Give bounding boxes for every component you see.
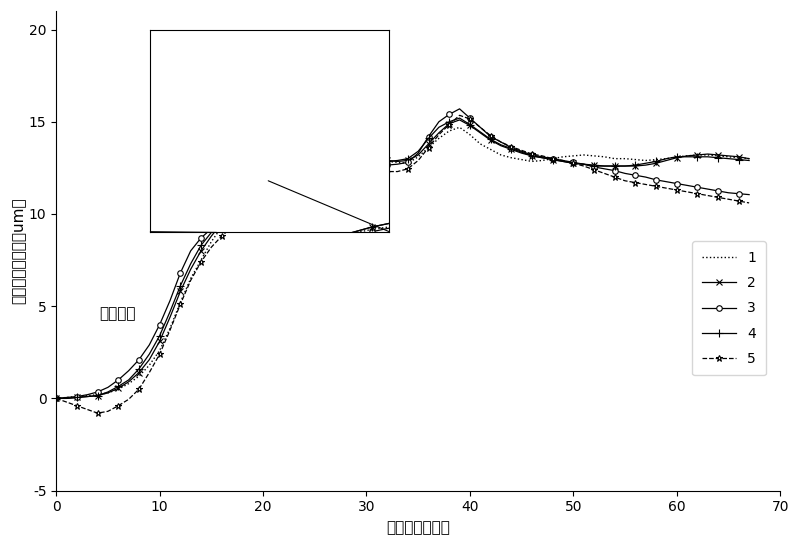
1	[445, 128, 454, 134]
4	[217, 216, 226, 223]
3	[465, 115, 474, 121]
Line: 5: 5	[53, 112, 753, 417]
3	[454, 105, 464, 112]
1	[206, 239, 216, 245]
X-axis label: 测量次数（次）: 测量次数（次）	[386, 520, 450, 535]
2	[206, 233, 216, 239]
1	[51, 395, 61, 402]
4	[682, 153, 692, 160]
5	[93, 410, 102, 417]
4	[206, 229, 216, 236]
5	[703, 192, 713, 199]
5	[51, 395, 61, 402]
5	[620, 177, 630, 184]
Legend: 1, 2, 3, 4, 5: 1, 2, 3, 4, 5	[692, 241, 766, 375]
2	[465, 122, 474, 129]
1	[744, 156, 754, 162]
3	[445, 111, 454, 118]
1	[454, 124, 464, 130]
4	[744, 157, 754, 164]
Line: 4: 4	[52, 114, 754, 402]
2	[51, 395, 61, 402]
4	[51, 395, 61, 402]
1	[682, 153, 692, 159]
2	[454, 117, 464, 123]
2	[744, 156, 754, 162]
5	[569, 160, 578, 167]
2	[217, 220, 226, 227]
Text: 局部放大: 局部放大	[100, 306, 136, 321]
2	[682, 153, 692, 159]
1	[465, 132, 474, 138]
5	[744, 200, 754, 206]
3	[682, 182, 692, 189]
Line: 1: 1	[56, 127, 749, 399]
5	[682, 188, 692, 195]
1	[217, 224, 226, 230]
4	[465, 121, 474, 128]
4	[454, 115, 464, 121]
2	[445, 120, 454, 127]
3	[206, 225, 216, 232]
5	[538, 153, 547, 159]
5	[454, 112, 464, 118]
1	[341, 155, 350, 161]
3	[217, 216, 226, 223]
Line: 2: 2	[53, 116, 753, 402]
4	[341, 152, 350, 158]
Y-axis label: 数控机床热误差（um）: 数控机床热误差（um）	[11, 198, 26, 304]
3	[51, 395, 61, 402]
3	[744, 191, 754, 198]
3	[341, 161, 350, 168]
Line: 3: 3	[54, 106, 752, 401]
5	[693, 191, 702, 197]
2	[341, 148, 350, 155]
4	[445, 118, 454, 125]
